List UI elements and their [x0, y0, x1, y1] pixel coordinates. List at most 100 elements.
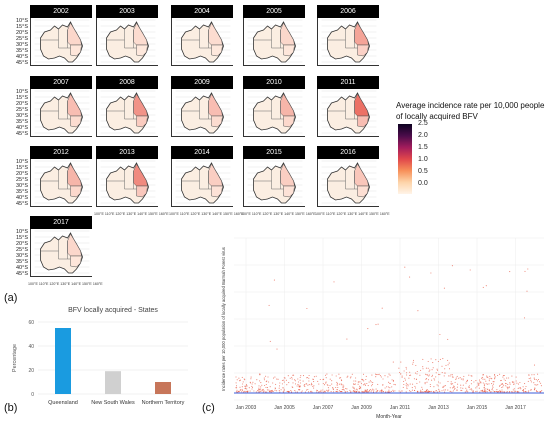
scatter-point — [346, 391, 348, 393]
scatter-point — [494, 374, 496, 376]
scatter-point — [433, 391, 435, 393]
scatter-point — [453, 388, 455, 390]
scatter-point — [536, 390, 538, 393]
scatter-point — [416, 382, 418, 384]
scatter-point — [256, 379, 258, 381]
scatter-point — [268, 381, 270, 383]
scatter-point — [297, 381, 300, 383]
scatter-point — [412, 363, 414, 365]
scatter-point — [466, 389, 468, 391]
scatter-point — [454, 387, 456, 389]
scatter-point — [287, 375, 289, 377]
scatter-point — [436, 384, 438, 386]
scatter-point — [331, 380, 333, 382]
scatter-point — [406, 388, 408, 390]
australia-map — [175, 160, 231, 204]
scatter-point — [533, 364, 536, 366]
longitude-labels: 100°E 110°E 120°E 130°E 140°E 150°E 160°… — [169, 212, 244, 217]
scatter-point — [482, 378, 484, 380]
map-year-label: 2008 — [96, 76, 158, 89]
scatter-point — [297, 383, 299, 385]
scatter-point — [323, 384, 326, 386]
scatter-point — [403, 370, 405, 372]
scatter-point — [260, 382, 262, 384]
scatter-point — [439, 358, 441, 360]
scatter-point — [475, 380, 477, 382]
scatter-point — [346, 338, 348, 340]
scatter-point — [306, 307, 308, 310]
scatter-point — [517, 383, 520, 385]
color-bar-tick: 0.5 — [418, 168, 428, 175]
nsw-region — [70, 44, 82, 57]
scatter-point — [506, 386, 508, 388]
scatter-point — [379, 390, 381, 392]
scatter-point — [492, 385, 494, 387]
scatter-point — [296, 385, 298, 387]
scatter-point — [246, 385, 248, 387]
scatter-point — [480, 382, 482, 384]
scatter-point — [523, 391, 525, 393]
scatter-point — [451, 374, 453, 376]
scatter-point — [388, 373, 390, 375]
scatter-point — [424, 391, 426, 393]
scatter-point — [269, 389, 271, 392]
scatter-point — [428, 375, 430, 377]
scatter-point — [405, 391, 407, 393]
scatter-point — [289, 377, 291, 379]
scatter-point — [332, 388, 334, 390]
scatter-point — [299, 385, 301, 387]
scatter-point — [429, 383, 431, 386]
scatter-point — [313, 376, 315, 378]
scatter-point — [427, 390, 430, 392]
scatter-point — [330, 391, 332, 393]
scatter-point — [525, 391, 527, 393]
scatter-point — [421, 386, 423, 388]
scatter-point — [462, 379, 464, 381]
scatter-point — [488, 389, 490, 391]
scatter-point — [425, 389, 427, 391]
scatter-point — [537, 384, 539, 386]
scatter-point — [523, 317, 526, 319]
scatter-point — [292, 382, 294, 384]
scatter-point — [414, 372, 417, 374]
scatter-point — [372, 388, 374, 390]
scatter-point — [485, 390, 487, 392]
scatter-point — [419, 374, 421, 376]
scatter-point — [369, 389, 371, 391]
scatter-point — [478, 387, 480, 389]
scatter-point — [319, 378, 321, 381]
scatter-point — [308, 391, 310, 393]
scatter-point — [485, 285, 487, 287]
scatter-point — [327, 387, 329, 389]
scatter-point — [405, 382, 407, 384]
queensland-region — [67, 163, 82, 187]
scatter-point — [519, 381, 521, 384]
map-panel: 2004 — [171, 5, 233, 66]
scatter-point — [439, 374, 441, 376]
scatter-point — [308, 380, 310, 382]
scatter-point — [509, 391, 511, 393]
scatter-point — [513, 388, 515, 390]
scatter-point — [485, 380, 487, 382]
scatter-point — [414, 387, 417, 389]
scatter-point — [460, 387, 462, 389]
scatter-point — [282, 391, 284, 393]
scatter-point — [437, 385, 439, 387]
scatter-point — [507, 387, 509, 389]
scatter-point — [371, 385, 373, 387]
legend-title: Average incidence rate per 10,000 people… — [396, 101, 545, 121]
scatter-point — [315, 375, 317, 377]
bar-y-tick: 60 — [28, 320, 34, 326]
scatter-point — [447, 359, 449, 361]
scatter-point — [537, 373, 539, 375]
scatter-point — [375, 373, 377, 375]
scatter-point — [245, 384, 248, 386]
nsw-region — [357, 185, 369, 198]
scatter-point — [323, 378, 325, 380]
scatter-point — [365, 375, 367, 377]
scatter-point — [512, 389, 514, 391]
scatter-point — [378, 373, 380, 375]
queensland-region — [354, 163, 369, 187]
map-year-label: 2007 — [30, 76, 92, 89]
scatter-point — [528, 378, 530, 380]
